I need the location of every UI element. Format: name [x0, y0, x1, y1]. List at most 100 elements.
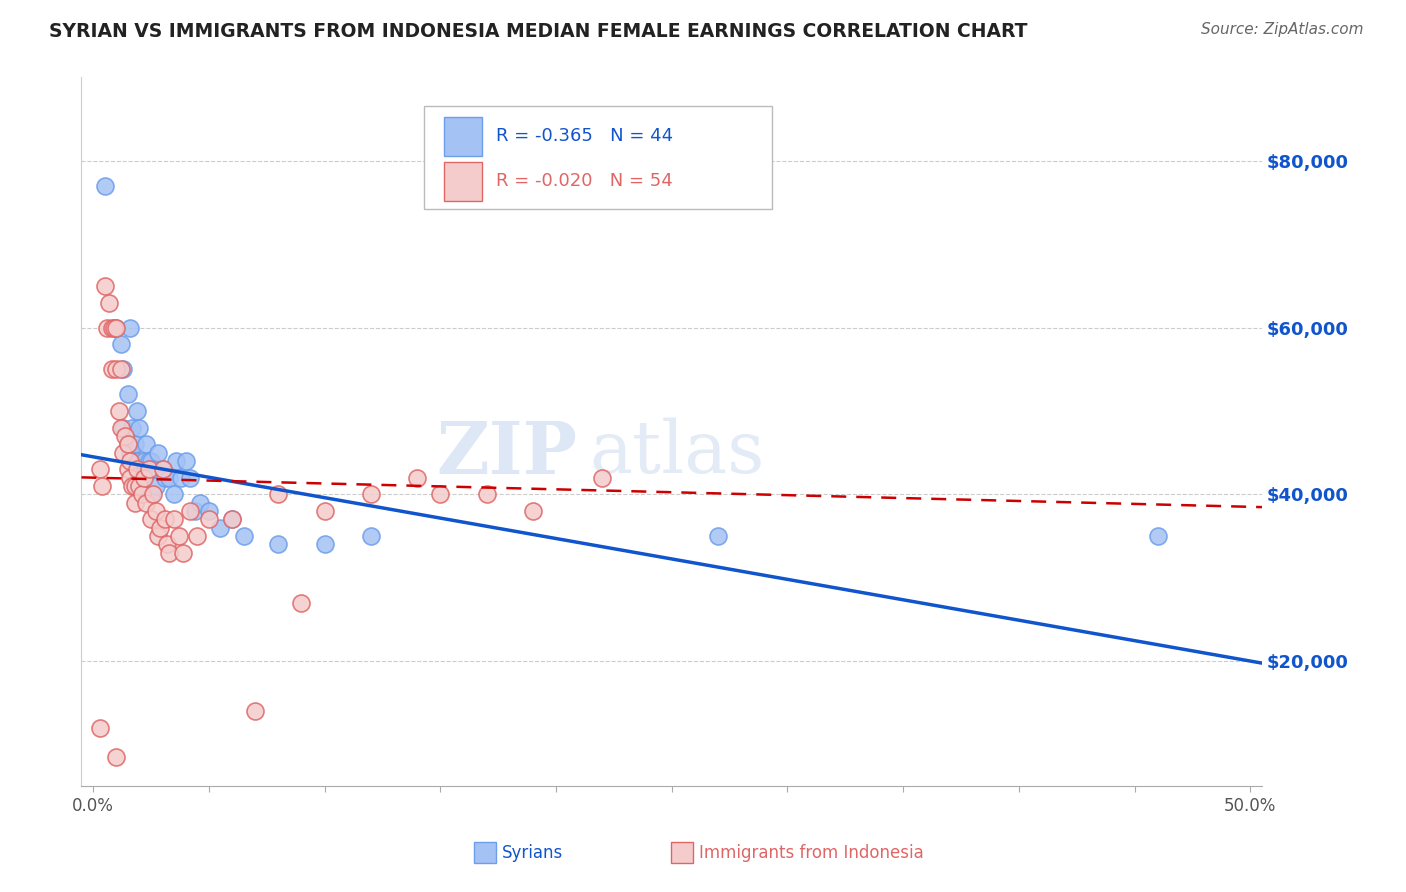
Point: [188, 496, 211, 510]
Point: [89, 462, 111, 476]
Point: [131, 487, 153, 501]
Point: [138, 462, 160, 476]
Point: [125, 454, 148, 468]
Point: [1146, 529, 1168, 543]
Point: [105, 750, 128, 764]
Point: [93, 178, 115, 193]
Point: [124, 496, 146, 510]
Point: [290, 596, 312, 610]
Point: [117, 462, 139, 476]
Text: R = -0.365   N = 44: R = -0.365 N = 44: [496, 128, 673, 145]
Point: [110, 337, 132, 351]
Point: [105, 320, 128, 334]
Point: [128, 454, 150, 468]
Point: [170, 470, 193, 484]
Text: atlas: atlas: [589, 417, 765, 488]
Bar: [444, 161, 482, 201]
Point: [135, 437, 157, 451]
Point: [117, 437, 139, 451]
Point: [120, 445, 142, 459]
Point: [114, 429, 136, 443]
Point: [139, 454, 162, 468]
Point: [103, 320, 125, 334]
Point: [105, 320, 128, 334]
Point: [184, 504, 207, 518]
Point: [120, 470, 142, 484]
Point: [198, 504, 221, 518]
Point: [314, 537, 336, 551]
Point: [112, 362, 135, 376]
Point: [125, 462, 148, 476]
Point: [186, 529, 208, 543]
Point: [267, 537, 290, 551]
Point: [124, 479, 146, 493]
Point: [146, 445, 169, 459]
Point: [142, 487, 165, 501]
Point: [117, 437, 139, 451]
Point: [142, 462, 165, 476]
Point: [100, 362, 122, 376]
Point: [221, 512, 243, 526]
Point: [139, 487, 162, 501]
Point: [198, 512, 221, 526]
Text: ZIP: ZIP: [436, 417, 578, 489]
Point: [179, 470, 201, 484]
Point: [149, 521, 172, 535]
Point: [89, 721, 111, 735]
Point: [132, 454, 155, 468]
Point: [132, 462, 155, 476]
Point: [163, 512, 186, 526]
Point: [152, 462, 174, 476]
Point: [128, 479, 150, 493]
Point: [120, 320, 142, 334]
Text: Syrians: Syrians: [502, 844, 564, 862]
Point: [314, 504, 336, 518]
Bar: [444, 117, 482, 155]
Point: [91, 479, 114, 493]
Point: [179, 504, 201, 518]
Point: [172, 546, 194, 560]
Point: [475, 487, 498, 501]
Point: [156, 537, 179, 551]
Point: [707, 529, 730, 543]
Point: [232, 529, 254, 543]
Point: [209, 521, 232, 535]
Point: [221, 512, 243, 526]
Text: Immigrants from Indonesia: Immigrants from Indonesia: [699, 844, 924, 862]
Point: [159, 546, 181, 560]
Text: R = -0.020   N = 54: R = -0.020 N = 54: [496, 172, 672, 190]
Point: [110, 420, 132, 434]
Point: [93, 278, 115, 293]
Point: [139, 512, 162, 526]
Point: [159, 470, 181, 484]
Point: [360, 529, 382, 543]
Point: [131, 470, 153, 484]
Point: [121, 479, 143, 493]
FancyBboxPatch shape: [423, 106, 772, 209]
Point: [152, 462, 174, 476]
Point: [267, 487, 290, 501]
Point: [146, 529, 169, 543]
Point: [167, 529, 190, 543]
Point: [243, 704, 266, 718]
Point: [163, 487, 186, 501]
Point: [135, 496, 157, 510]
Point: [174, 454, 197, 468]
Point: [360, 487, 382, 501]
Point: [98, 295, 121, 310]
Point: [117, 387, 139, 401]
Point: [429, 487, 451, 501]
Point: [124, 437, 146, 451]
Point: [132, 470, 155, 484]
Point: [100, 320, 122, 334]
Point: [153, 470, 176, 484]
Point: [522, 504, 544, 518]
Text: Source: ZipAtlas.com: Source: ZipAtlas.com: [1201, 22, 1364, 37]
Point: [107, 404, 129, 418]
Point: [112, 445, 135, 459]
Point: [406, 470, 429, 484]
Point: [105, 362, 128, 376]
Point: [110, 362, 132, 376]
Point: [112, 420, 135, 434]
Point: [125, 404, 148, 418]
